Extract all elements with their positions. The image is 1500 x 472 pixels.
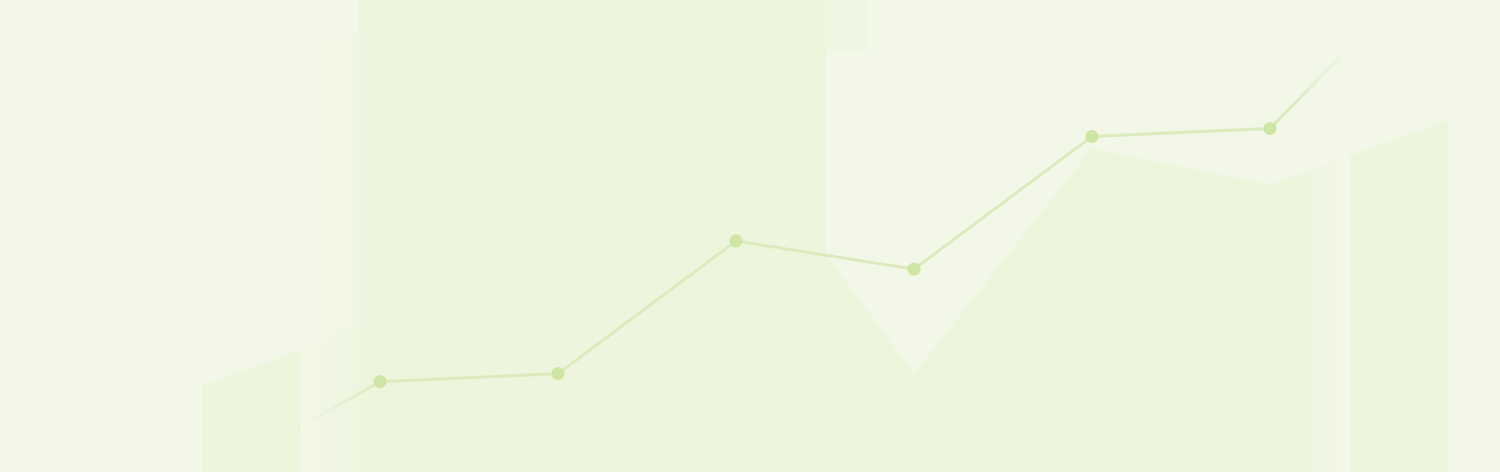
data-point <box>551 367 565 381</box>
area-layer <box>202 120 1448 472</box>
right-fade <box>1290 0 1350 472</box>
line-layer <box>298 50 1347 429</box>
background-area <box>202 120 1448 472</box>
data-point <box>907 262 921 276</box>
data-point <box>1263 121 1277 135</box>
data-point <box>729 234 743 248</box>
series-line <box>298 50 1347 429</box>
left-fade <box>300 0 380 472</box>
data-point <box>1085 129 1099 143</box>
background-panel <box>826 0 868 52</box>
point-layer <box>373 121 1277 389</box>
